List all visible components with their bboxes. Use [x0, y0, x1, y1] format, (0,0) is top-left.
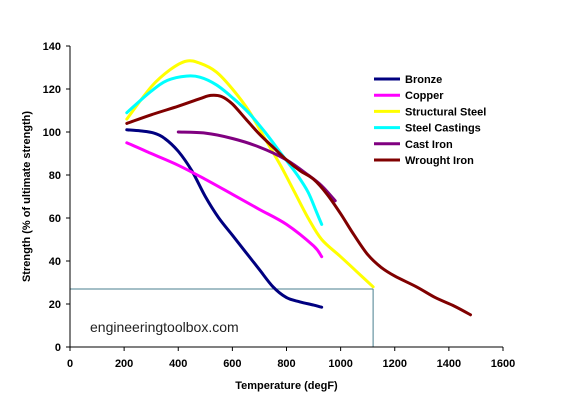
x-tick-label: 600	[223, 358, 241, 370]
series-line-bronze	[125, 128, 324, 309]
x-tick-label: 200	[115, 358, 133, 370]
y-tick-label: 0	[55, 342, 61, 354]
y-axis-label: Strength (% of ultimate strength)	[21, 111, 33, 282]
legend: Bronze Copper Structural Steel Steel Castin…	[374, 74, 486, 167]
y-tick-label: 140	[43, 41, 61, 53]
x-tick-label: 1600	[491, 358, 515, 370]
y-tick-label: 100	[43, 127, 61, 139]
y-tick-label: 20	[49, 299, 61, 311]
reference-lines	[70, 288, 374, 347]
y-tick-label: 80	[49, 170, 61, 182]
y-tick-label: 40	[49, 256, 61, 268]
x-axis-ticks: 0 200 400 600 800 1000 1200 1400 1600	[67, 347, 515, 370]
y-tick-label: 120	[43, 84, 61, 96]
y-axis-ticks: 0 20 40 60 80 100 120 140	[43, 41, 70, 354]
x-tick-label: 400	[169, 358, 187, 370]
legend-label-bronze: Bronze	[405, 74, 442, 86]
x-tick-label: 1400	[437, 358, 461, 370]
x-tick-label: 0	[67, 358, 73, 370]
series-lines	[125, 59, 472, 317]
x-tick-label: 1200	[383, 358, 407, 370]
series-line-steel-castings	[125, 74, 324, 226]
legend-label-copper: Copper	[405, 90, 444, 102]
x-axis-label: Temperature (degF)	[235, 380, 338, 392]
legend-label-steel-castings: Steel Castings	[405, 123, 481, 135]
x-tick-label: 1000	[328, 358, 352, 370]
series-line-structural-steel	[125, 59, 375, 289]
series-line-wrought-iron	[125, 93, 472, 317]
watermark: engineeringtoolbox.com	[90, 319, 239, 335]
x-tick-label: 800	[277, 358, 295, 370]
legend-label-wrought-iron: Wrought Iron	[405, 155, 474, 167]
legend-label-structural-steel: Structural Steel	[405, 106, 486, 118]
legend-label-cast-iron: Cast Iron	[405, 139, 453, 151]
series-line-copper	[125, 141, 324, 259]
y-tick-label: 60	[49, 213, 61, 225]
